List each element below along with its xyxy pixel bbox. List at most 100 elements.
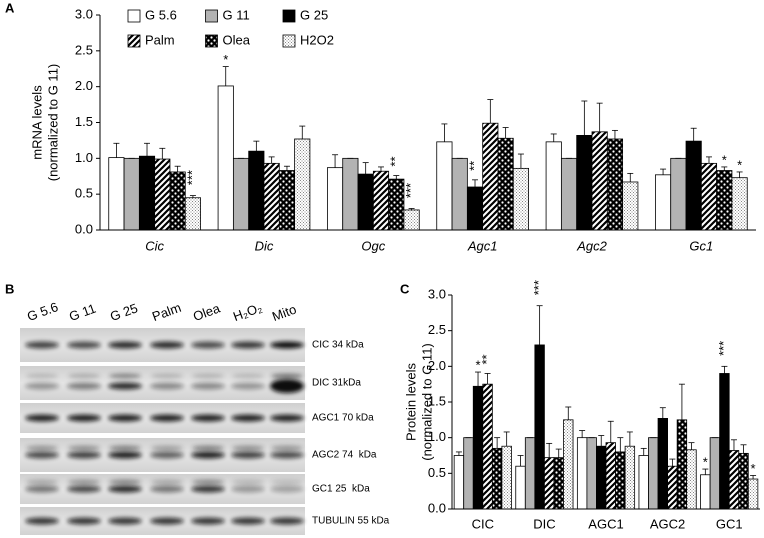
bar: [512, 167, 529, 231]
bar: [482, 383, 493, 510]
error-bar: [627, 172, 634, 182]
significance-label: *: [737, 157, 742, 172]
y-axis-label: (normalized to G 11): [45, 64, 60, 182]
bar: [138, 155, 156, 231]
error-bar: [660, 168, 667, 175]
significance-label: *: [751, 461, 756, 476]
bar: [553, 457, 564, 510]
bar: [648, 437, 659, 510]
bar: [576, 437, 588, 510]
band-label: AGC1 70 kDa: [312, 413, 374, 424]
y-tick-label: 2.0: [75, 78, 93, 93]
bar: [615, 451, 626, 510]
x-tick-label: CIC: [472, 516, 494, 531]
y-tick-label: 0.5: [428, 465, 446, 480]
bar: [591, 131, 608, 231]
y-tick-label: 0.0: [75, 221, 93, 236]
significance-label: *: [722, 152, 727, 167]
bar: [248, 150, 265, 231]
bar: [472, 385, 484, 510]
error-bar: [736, 171, 743, 178]
bar: [154, 158, 171, 231]
significance-label: *: [223, 52, 228, 67]
lane-label: G 11: [67, 301, 98, 324]
bar: [294, 138, 311, 231]
error-bar: [283, 165, 290, 171]
bar: [466, 186, 484, 231]
bar: [686, 449, 697, 510]
bar: [184, 197, 201, 231]
significance-label: **: [466, 161, 481, 171]
error-bar: [596, 102, 603, 132]
bar: [497, 137, 514, 231]
error-bar: [678, 383, 685, 420]
error-bar: [268, 156, 275, 164]
error-bar: [607, 420, 614, 443]
error-bar: [494, 437, 501, 449]
bar: [731, 177, 748, 231]
bar: [638, 455, 649, 510]
blot-strip: [20, 507, 305, 535]
error-bar: [455, 451, 462, 456]
blot-strip: [20, 403, 305, 433]
legend-label: Olea: [223, 32, 251, 47]
bar: [709, 437, 721, 510]
legend-label: G 5.6: [145, 7, 177, 22]
legend-label: H2O2: [300, 32, 334, 47]
error-bar: [690, 127, 697, 142]
bar: [491, 447, 503, 510]
error-bar: [702, 468, 709, 475]
error-bar: [144, 142, 151, 157]
legend-swatch: [205, 34, 218, 48]
bar: [327, 167, 344, 231]
legend-swatch: [127, 34, 141, 48]
bar: [576, 134, 593, 231]
error-bar: [408, 208, 415, 210]
significance-label: ***: [531, 280, 546, 295]
error-bar: [299, 125, 306, 139]
y-tick-label: 1.0: [428, 429, 446, 444]
x-tick-label: Cic: [145, 238, 164, 253]
lane-label: G 25: [108, 300, 140, 324]
bar: [278, 170, 296, 231]
error-bar: [222, 66, 229, 86]
blot-strip: [20, 438, 305, 472]
bar: [655, 174, 672, 231]
lane-label: Palm: [150, 300, 183, 324]
x-tick-label: Gc1: [689, 238, 713, 253]
error-bar: [598, 435, 605, 447]
bar: [667, 465, 678, 510]
y-tick-label: 3.0: [428, 286, 446, 301]
error-bar: [484, 373, 491, 385]
error-bar: [362, 162, 369, 175]
blot-strip: [20, 474, 305, 504]
error-bar: [377, 166, 384, 172]
error-bar: [393, 175, 400, 180]
bar: [463, 437, 474, 510]
significance-label: *: [703, 454, 708, 469]
bar: [436, 141, 453, 231]
bar: [676, 419, 688, 510]
error-bar: [721, 166, 728, 171]
x-tick-label: AGC1: [588, 516, 623, 531]
error-bar: [688, 442, 695, 450]
panel-label: C: [400, 281, 410, 296]
y-tick-label: 2.0: [428, 358, 446, 373]
bar: [728, 450, 740, 510]
band-label: CIC 34 kDa: [312, 340, 364, 351]
error-bar: [565, 406, 572, 420]
error-bar: [740, 444, 747, 454]
bar: [403, 209, 420, 231]
legend-label: Palm: [145, 32, 175, 47]
y-tick-label: 0.0: [428, 500, 446, 515]
bar: [738, 452, 749, 510]
y-axis-label: (normalized to G 11): [419, 343, 434, 461]
error-bar: [730, 439, 737, 451]
bar: [605, 442, 616, 510]
band-label: DIC 31kDa: [312, 378, 361, 389]
error-bar: [536, 305, 543, 345]
bar: [232, 157, 250, 231]
error-bar: [517, 455, 524, 467]
x-tick-label: Agc2: [576, 238, 607, 253]
